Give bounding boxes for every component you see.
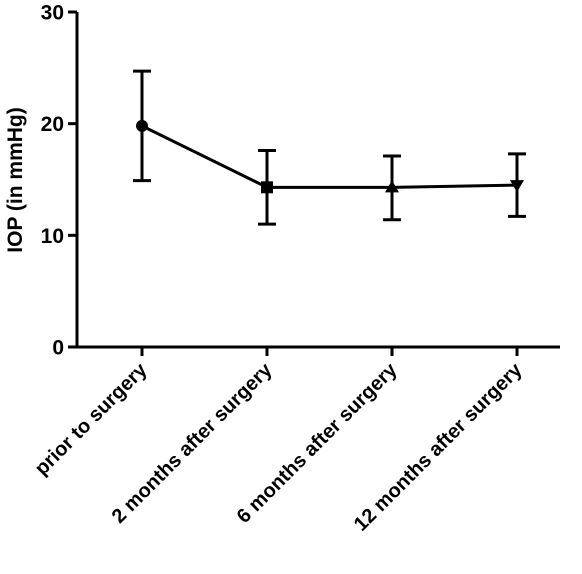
y-tick-label: 30 (41, 2, 64, 25)
series-line (141, 124, 518, 189)
y-axis-title: IOP (in mmHg) (4, 107, 27, 252)
x-tick-label: prior to surgery (31, 358, 152, 479)
data-point (261, 181, 273, 194)
data-point (510, 180, 524, 193)
y-tick-label: 0 (52, 337, 64, 360)
data-point (385, 180, 399, 193)
y-tick-label: 10 (41, 225, 64, 248)
y-tick-label: 20 (41, 113, 64, 136)
data-point (136, 119, 148, 132)
